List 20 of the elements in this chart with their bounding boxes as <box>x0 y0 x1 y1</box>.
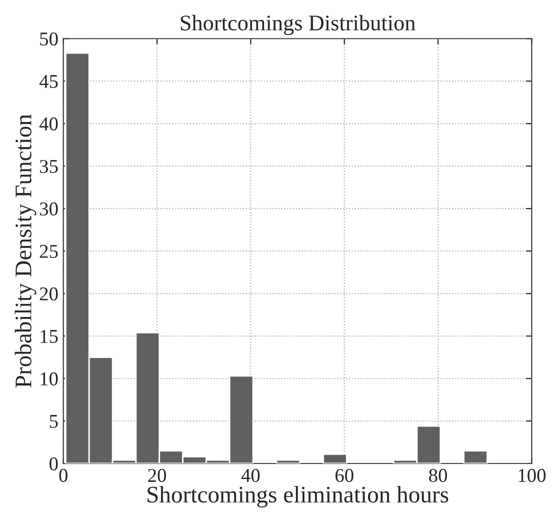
y-tick-label: 20 <box>40 287 58 300</box>
x-tick-label: 0 <box>59 468 68 482</box>
x-tick-label: 60 <box>335 468 354 482</box>
y-tick-label: 10 <box>40 372 58 386</box>
y-tick-label: 50 <box>40 32 58 46</box>
chart-title: Shortcomings Distribution <box>180 14 416 36</box>
y-tick-label: 30 <box>40 202 58 216</box>
x-tick-label: 80 <box>429 468 448 482</box>
y-tick-label: 5 <box>50 415 58 428</box>
x-tick-label: 20 <box>148 468 166 482</box>
y-tick-label: 15 <box>40 330 58 343</box>
x-tick-label: 40 <box>241 468 260 482</box>
y-tick-label: 35 <box>40 160 58 174</box>
y-tick-label: 25 <box>40 244 58 258</box>
y-axis-title: Probability Density Function <box>14 114 36 388</box>
x-axis-title: Shortcomings elimination hours <box>148 486 448 508</box>
y-tick-label: 40 <box>39 117 58 131</box>
y-tick-label: 0 <box>50 457 58 470</box>
y-tick-label: 45 <box>39 75 58 88</box>
x-tick-label: 100 <box>518 468 546 482</box>
